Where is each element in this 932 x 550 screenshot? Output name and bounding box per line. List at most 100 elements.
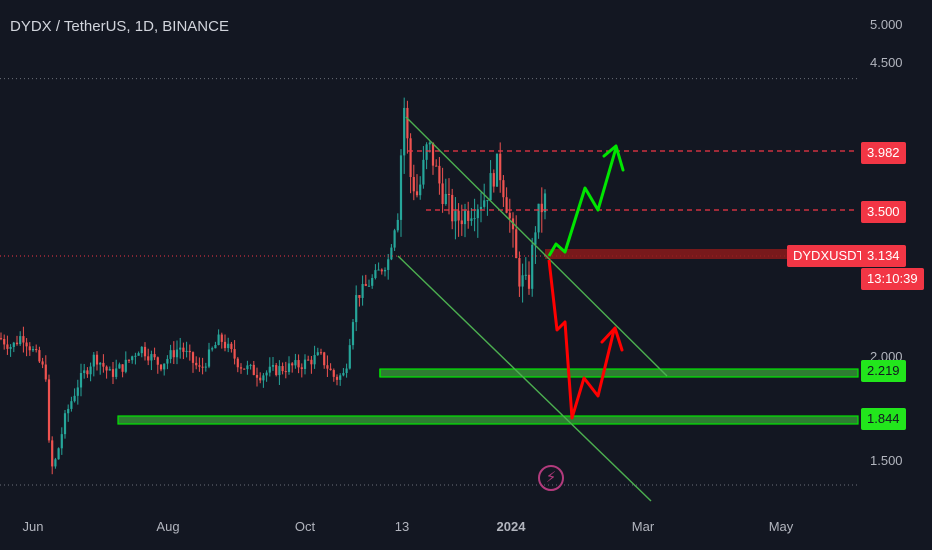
candles-group — [0, 97, 547, 475]
candle-body — [214, 345, 217, 349]
candle-body — [537, 203, 540, 233]
candle-body — [358, 295, 361, 298]
candle-body — [220, 334, 223, 342]
candle-body — [521, 275, 524, 287]
candle-body — [3, 338, 6, 345]
candle-body — [19, 336, 22, 345]
candle-body — [121, 364, 124, 372]
candle-80 — [255, 367, 259, 387]
candle-68 — [217, 329, 220, 346]
candle-129 — [412, 164, 415, 201]
candle-body — [300, 367, 303, 369]
candle-body — [518, 258, 521, 287]
candle-body — [294, 360, 297, 366]
candle-93 — [297, 354, 300, 374]
y-tick-label-1: 4.500 — [870, 55, 903, 70]
candle-18 — [57, 447, 60, 460]
candle-59 — [188, 344, 191, 361]
candle-body — [35, 349, 38, 351]
candle-72 — [230, 341, 233, 353]
candle-body — [79, 373, 83, 388]
candle-body — [102, 362, 105, 367]
candle-body — [319, 352, 323, 354]
x-tick-label-5: Mar — [632, 519, 655, 534]
candle-body — [275, 365, 278, 376]
candle-64 — [204, 362, 207, 372]
support-zone-1844 — [117, 415, 859, 425]
candle-body — [175, 349, 179, 358]
candle-57 — [182, 342, 185, 360]
candle-66 — [211, 346, 214, 352]
candle-body — [188, 350, 191, 353]
candle-120 — [383, 267, 387, 277]
candle-body — [438, 165, 441, 184]
y-tick-label-4: 1.500 — [870, 453, 903, 468]
candle-76 — [243, 368, 246, 370]
candle-body — [118, 364, 121, 369]
candle-88 — [281, 362, 284, 375]
candle-145 — [463, 203, 467, 238]
candle-body — [489, 173, 492, 201]
candle-body — [323, 352, 326, 366]
lightning-icon[interactable]: ⚡ — [538, 465, 564, 491]
projection-up-arrowhead — [602, 144, 625, 172]
candle-38 — [121, 364, 124, 378]
candle-body — [28, 346, 31, 351]
candle-0 — [0, 332, 3, 341]
candle-body — [217, 334, 220, 346]
candle-118 — [377, 262, 380, 271]
candle-70 — [223, 334, 227, 352]
candle-body — [124, 359, 127, 372]
candle-body — [223, 341, 227, 349]
candle-69 — [220, 332, 223, 349]
candle-65 — [207, 342, 211, 369]
candle-166 — [531, 237, 534, 297]
candle-135 — [431, 142, 435, 175]
candle-20 — [63, 409, 67, 439]
candle-body — [265, 372, 268, 376]
candle-79 — [252, 360, 255, 376]
candle-body — [9, 346, 12, 349]
candle-169 — [540, 187, 543, 233]
support-high-tag: 2.219 — [861, 360, 906, 382]
candle-body — [367, 285, 371, 287]
candle-body — [444, 193, 447, 205]
candle-body — [403, 107, 406, 156]
target-high-tag: 3.982 — [861, 142, 906, 164]
projection-alt-path — [547, 259, 616, 420]
candle-42 — [134, 352, 137, 365]
candle-body — [377, 269, 380, 271]
candle-23 — [73, 388, 76, 403]
channel-lower-line — [397, 255, 652, 502]
candle-16 — [51, 436, 54, 475]
candle-126 — [403, 97, 406, 174]
candle-body — [524, 274, 527, 276]
candle-body — [492, 173, 495, 187]
candle-body — [348, 345, 351, 369]
candle-body — [22, 336, 25, 343]
candle-131 — [419, 176, 422, 200]
time-axis[interactable]: Jun Aug Oct 13 2024 Mar May — [23, 519, 794, 534]
candle-body — [236, 358, 239, 368]
candle-body — [476, 209, 479, 219]
candle-body — [243, 368, 246, 370]
candle-body — [0, 338, 3, 340]
candle-27 — [86, 367, 89, 378]
candle-132 — [422, 146, 425, 189]
candle-body — [60, 434, 63, 449]
candle-body — [156, 357, 159, 365]
candle-36 — [115, 359, 118, 380]
candle-53 — [169, 344, 172, 364]
candle-117 — [374, 264, 377, 280]
candle-body — [406, 107, 409, 139]
candle-body — [25, 342, 28, 347]
candle-body — [467, 210, 470, 221]
candle-67 — [214, 341, 217, 349]
candle-body — [198, 365, 201, 367]
candle-136 — [435, 159, 438, 167]
candle-2 — [6, 335, 9, 355]
candle-body — [313, 355, 316, 365]
candle-91 — [291, 362, 294, 373]
candle-body — [105, 366, 108, 371]
